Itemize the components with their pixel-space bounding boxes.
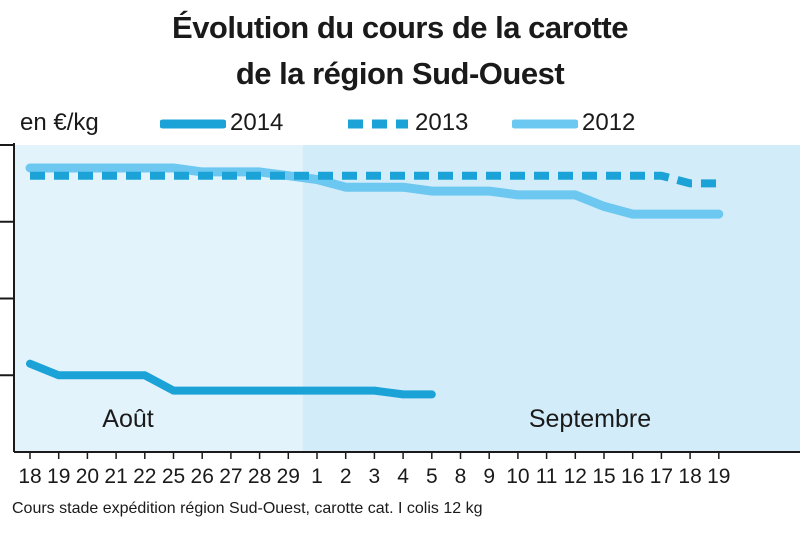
x-tick-label: 5	[426, 465, 438, 488]
x-tick-label: 4	[397, 465, 409, 488]
x-tick-label: 18	[678, 465, 701, 488]
x-tick-label: 18	[18, 465, 41, 488]
x-tick-label: 1	[311, 465, 323, 488]
x-tick-label: 25	[162, 465, 185, 488]
series-line-2013	[30, 171, 719, 188]
x-tick-label: 9	[483, 465, 495, 488]
x-tick-label: 15	[592, 465, 615, 488]
x-tick-label: 11	[536, 465, 558, 488]
legend-label-2013: 2013	[415, 109, 469, 136]
x-tick-label: 21	[104, 465, 127, 488]
legend: en €/kg 2014 2013 2012	[0, 106, 800, 142]
x-tick-label: 19	[707, 465, 730, 488]
x-tick-label: 20	[76, 465, 99, 488]
y-axis-unit-label: en €/kg	[20, 109, 99, 136]
x-tick-label: 16	[621, 465, 644, 488]
x-tick-label: 26	[191, 465, 214, 488]
series-line-2012	[25, 163, 724, 219]
x-tick-label: 3	[369, 465, 381, 488]
chart-source-note: Cours stade expédition région Sud-Ouest,…	[12, 500, 483, 517]
series-line-2014	[26, 359, 436, 399]
legend-swatch-2013	[348, 119, 408, 129]
chart-title-line1: Évolution du cours de la carotte	[172, 10, 628, 45]
x-tick-label: 2	[340, 465, 352, 488]
x-tick-label: 28	[248, 465, 271, 488]
legend-swatch-2012	[512, 119, 578, 129]
x-tick-label: 22	[133, 465, 156, 488]
x-tick-label: 19	[47, 465, 70, 488]
x-tick-label: 29	[277, 465, 300, 488]
x-tick-label: 27	[219, 465, 242, 488]
legend-label-2012: 2012	[582, 109, 636, 136]
x-tick-label: 12	[564, 465, 587, 488]
plot-background-aout	[14, 145, 303, 452]
x-tick-label: 8	[455, 465, 467, 488]
x-tick-label: 17	[650, 465, 673, 488]
legend-swatch-2014	[160, 119, 226, 129]
legend-label-2014: 2014	[230, 109, 284, 136]
x-tick-label: 10	[506, 465, 529, 488]
line-chart: 18 19 20 21 22 25 26 27 28 29 1 2 3 4 5 8 9 10 11 12 15 16 17 1…	[0, 143, 800, 488]
month-label: Septembre	[529, 405, 651, 433]
chart-title-line2: de la région Sud-Ouest	[235, 56, 565, 91]
month-label: Août	[102, 405, 153, 433]
